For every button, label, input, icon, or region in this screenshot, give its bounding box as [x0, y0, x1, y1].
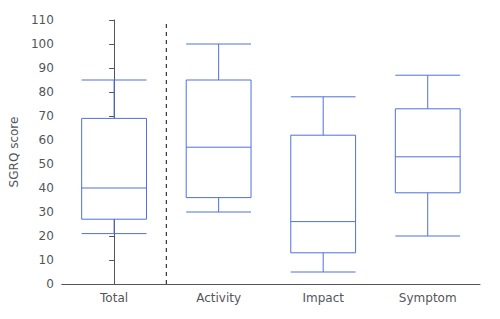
svg-text:60: 60	[39, 133, 54, 147]
svg-text:40: 40	[39, 181, 54, 195]
svg-text:50: 50	[39, 157, 54, 171]
svg-text:0: 0	[46, 277, 54, 291]
svg-text:Impact: Impact	[302, 291, 344, 305]
svg-text:70: 70	[39, 109, 54, 123]
svg-text:Activity: Activity	[196, 291, 241, 305]
svg-text:30: 30	[39, 205, 54, 219]
svg-text:Total: Total	[99, 291, 128, 305]
svg-text:10: 10	[39, 253, 54, 267]
svg-text:100: 100	[31, 37, 54, 51]
svg-text:110: 110	[31, 13, 54, 27]
svg-text:SGRQ score: SGRQ score	[7, 117, 21, 188]
svg-text:80: 80	[39, 85, 54, 99]
svg-text:90: 90	[39, 61, 54, 75]
svg-text:Symptom: Symptom	[399, 291, 457, 305]
svg-text:20: 20	[39, 229, 54, 243]
